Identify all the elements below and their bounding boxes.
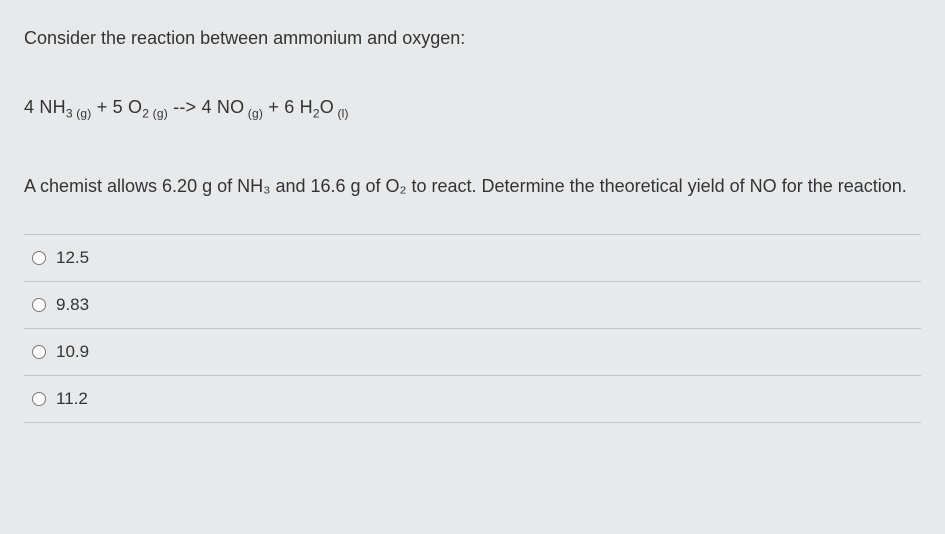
radio-icon [32, 345, 46, 359]
eq-plus1: + [92, 97, 113, 117]
question-text: A chemist allows 6.20 g of NH₃ and 16.6 … [24, 173, 921, 201]
radio-icon [32, 298, 46, 312]
reaction-equation: 4 NH3 (g) + 5 O2 (g) --> 4 NO (g) + 6 H2… [24, 97, 921, 121]
prompt-text: Consider the reaction between ammonium a… [24, 28, 921, 49]
eq-plus2: + [263, 97, 284, 117]
eq-lhs1-sub: 3 (g) [66, 107, 92, 121]
option-label: 12.5 [56, 248, 89, 268]
option-label: 11.2 [56, 389, 88, 409]
eq-lhs2-sub: 2 (g) [142, 107, 168, 121]
eq-rhs2-sub1: 2 [313, 107, 320, 121]
option-row[interactable]: 11.2 [24, 376, 921, 423]
eq-rhs2-phase: (l) [334, 107, 349, 121]
eq-rhs2a: 6 H [284, 97, 313, 117]
answer-options: 12.5 9.83 10.9 11.2 [24, 234, 921, 423]
option-row[interactable]: 10.9 [24, 329, 921, 376]
eq-arrow: --> [168, 97, 202, 117]
eq-lhs1: 4 NH [24, 97, 66, 117]
option-label: 10.9 [56, 342, 89, 362]
radio-icon [32, 392, 46, 406]
option-row[interactable]: 12.5 [24, 235, 921, 282]
radio-icon [32, 251, 46, 265]
option-label: 9.83 [56, 295, 89, 315]
eq-rhs1-phase: (g) [244, 107, 263, 121]
eq-rhs2b: O [320, 97, 334, 117]
eq-rhs1: 4 NO [201, 97, 244, 117]
option-row[interactable]: 9.83 [24, 282, 921, 329]
eq-lhs2: 5 O [113, 97, 143, 117]
